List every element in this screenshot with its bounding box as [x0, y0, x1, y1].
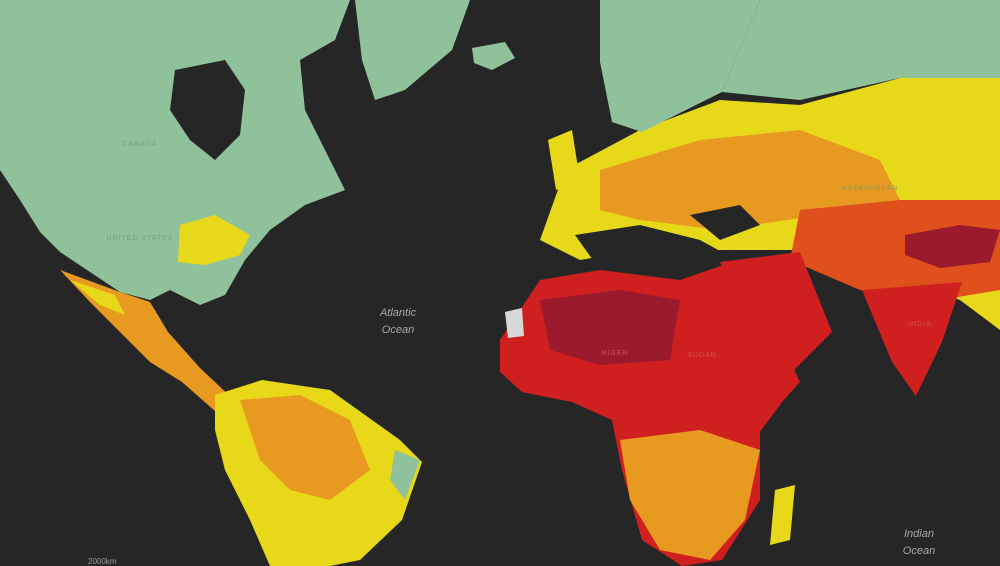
iceland	[472, 42, 515, 70]
ocean-label: Ocean	[903, 545, 935, 557]
country-label: INDIA	[908, 321, 932, 328]
sahara	[540, 290, 680, 365]
russia-north	[722, 0, 1000, 100]
country-label: CANADA	[122, 141, 157, 148]
western-sahara	[505, 308, 524, 338]
tibet	[905, 225, 1000, 268]
ocean-label: Ocean	[382, 324, 414, 336]
africa-south	[620, 430, 760, 560]
great-lakes-region	[178, 215, 250, 265]
arabia	[720, 252, 832, 372]
europe-orange	[600, 130, 900, 230]
north-america	[0, 0, 350, 305]
ocean-label: Atlantic	[379, 307, 417, 319]
central-asia-red	[790, 200, 1000, 300]
scale-label: 2000km	[88, 557, 117, 566]
greenland	[355, 0, 470, 100]
india	[862, 282, 962, 396]
britain	[548, 130, 580, 190]
mexico-north	[70, 280, 125, 315]
mediterranean	[575, 225, 740, 275]
scandinavia	[600, 0, 760, 132]
south-america-hot	[240, 395, 370, 500]
country-label: SUDAN	[687, 352, 717, 359]
ocean-label: Indian	[904, 528, 934, 540]
hudson-bay	[170, 60, 245, 160]
country-label: KAZAKHSTAN	[842, 185, 898, 192]
brazil-east	[390, 450, 420, 500]
black-sea	[690, 205, 760, 240]
country-label: UNITED STATES	[106, 235, 173, 242]
madagascar	[770, 485, 795, 545]
country-label: NIGER	[601, 350, 628, 357]
